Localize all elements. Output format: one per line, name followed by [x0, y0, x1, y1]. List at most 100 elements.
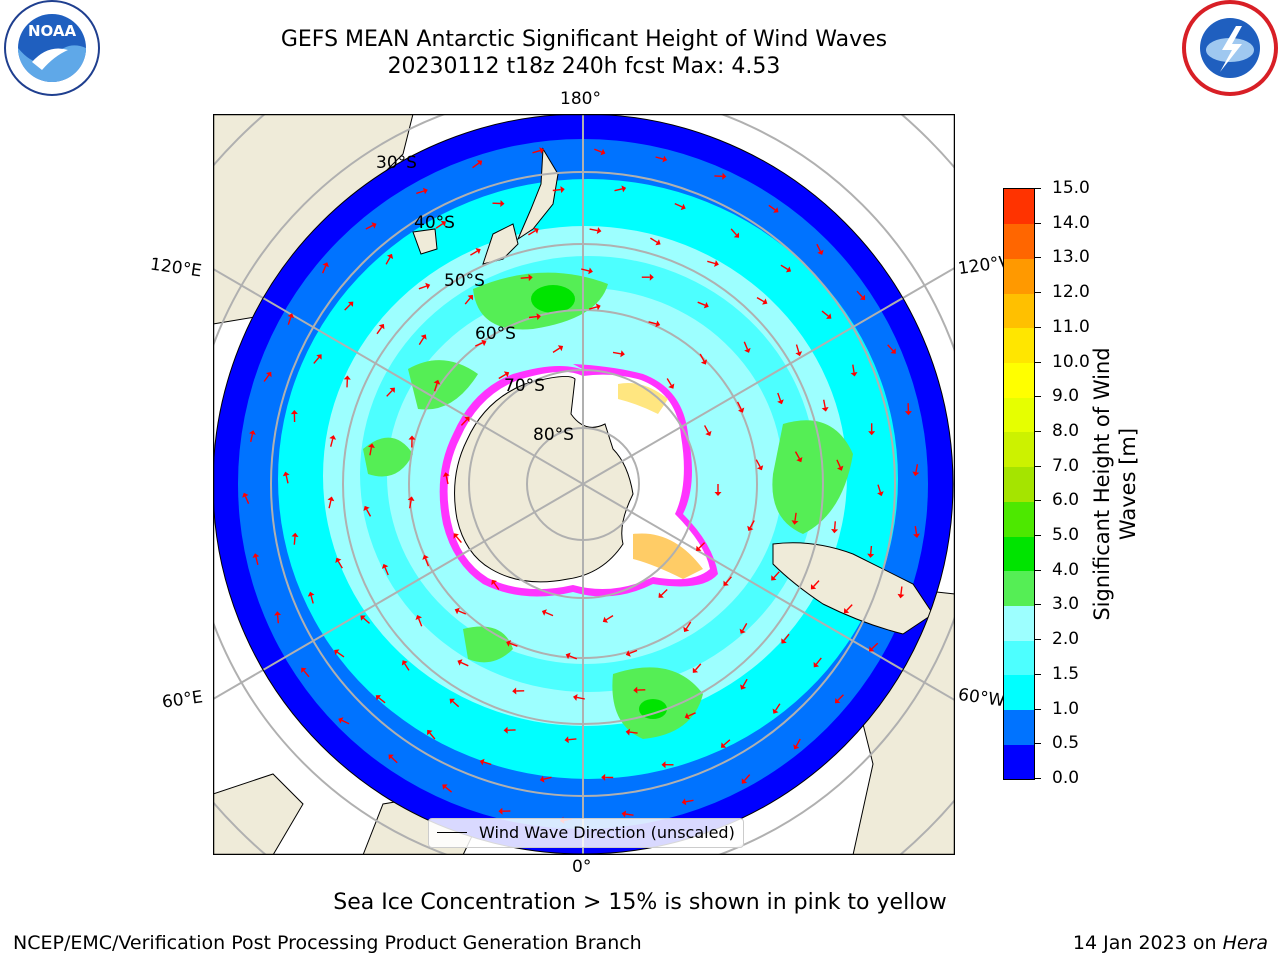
wave-direction-arrow	[871, 642, 879, 650]
wave-direction-arrowhead	[479, 758, 485, 766]
colorbar-tick-label: 11.0	[1052, 316, 1090, 337]
wave-direction-arrowhead	[427, 729, 433, 736]
wave-direction-arrowhead	[274, 611, 282, 616]
wave-direction-arrowhead	[791, 520, 799, 525]
map-title: GEFS MEAN Antarctic Significant Height o…	[280, 27, 888, 52]
wave-direction-arrowhead	[481, 339, 487, 347]
wave-direction-arrowhead	[301, 667, 307, 673]
wave-direction-arrow	[594, 148, 602, 153]
lon-label-60e: 60°E	[160, 687, 205, 713]
colorbar-segment	[1004, 501, 1034, 537]
lon-label-120w: 120°W	[956, 252, 1006, 280]
wave-direction-arrowhead	[595, 303, 601, 311]
wave-direction-arrow	[424, 558, 430, 567]
wave-direction-arrow	[581, 268, 590, 272]
wave-direction-arrowhead	[771, 575, 777, 581]
wave-direction-arrowhead	[600, 148, 606, 156]
wave-direction-arrowhead	[723, 580, 729, 586]
wave-direction-arrow	[244, 496, 250, 504]
wave-direction-arrowhead	[877, 491, 884, 497]
wave-direction-arrow	[418, 285, 427, 290]
wave-direction-arrow	[703, 425, 710, 433]
wave-direction-arrowhead	[378, 324, 385, 330]
wave-direction-arrow	[836, 459, 841, 468]
wave-direction-arrow	[694, 663, 702, 671]
wave-direction-arrowhead	[703, 302, 709, 309]
wave-direction-arrow	[685, 799, 694, 803]
wave-direction-arrow	[409, 500, 412, 509]
wave-direction-arrowhead	[680, 203, 686, 211]
wave-direction-arrow	[418, 337, 425, 345]
wave-direction-arrow	[552, 188, 561, 192]
wave-direction-arrowhead	[747, 525, 754, 531]
colorbar-tick-label: 1.5	[1052, 663, 1080, 684]
wave-direction-arrowhead	[868, 431, 876, 436]
wave-direction-arrowhead	[415, 615, 422, 620]
wave-direction-arrowhead	[625, 728, 631, 736]
colorbar-segment	[1004, 709, 1034, 745]
wave-direction-arrow	[498, 373, 507, 380]
wave-direction-arrow	[341, 719, 350, 725]
colorbar-tick-mark	[1034, 222, 1041, 224]
wave-direction-arrowhead	[442, 472, 450, 477]
graticule	[213, 114, 955, 855]
wave-direction-arrow	[384, 567, 389, 576]
colorbar-segment	[1004, 605, 1034, 641]
wave-direction-arrow	[293, 536, 296, 545]
wave-direction-arrowhead	[557, 345, 564, 352]
wave-direction-arrow	[310, 595, 314, 604]
wave-direction-arrow	[460, 419, 468, 426]
colorbar-tick-label: 6.0	[1052, 490, 1080, 511]
wave-direction-arrow	[730, 228, 737, 236]
noaa-logo: NOAA	[4, 0, 100, 96]
colorbar-segment	[1004, 744, 1034, 779]
wave-direction-arrow	[605, 615, 614, 621]
wave-direction-arrowhead	[560, 186, 565, 194]
wave-direction-arrowhead	[625, 650, 631, 657]
wave-direction-arrow	[321, 265, 327, 274]
colorbar-tick-mark	[1034, 430, 1041, 432]
wave-direction-arrowhead	[287, 313, 295, 319]
wave-direction-arrowhead	[781, 638, 787, 644]
wave-direction-arrowhead	[837, 465, 844, 471]
colorbar-tick-label: 15.0	[1052, 178, 1090, 198]
wave-direction-arrowhead	[329, 435, 337, 440]
wave-direction-arrowhead	[307, 591, 315, 597]
colorbar-segment	[1004, 189, 1034, 225]
wave-direction-arrow	[365, 224, 374, 230]
wave-direction-arrowhead	[655, 320, 661, 328]
wave-direction-arrow	[629, 649, 638, 655]
wave-direction-arrowhead	[425, 282, 431, 290]
footer-credit: NCEP/EMC/Verification Post Processing Pr…	[13, 932, 642, 954]
wave-direction-arrowhead	[457, 659, 463, 666]
wave-direction-arrowhead	[467, 294, 473, 301]
wave-direction-arrow	[363, 617, 370, 624]
wave-direction-arrow	[655, 156, 664, 160]
wave-direction-arrow	[429, 732, 436, 740]
wave-direction-arrow	[287, 316, 292, 325]
wave-direction-arrow	[795, 738, 801, 747]
noaa-logo-text: NOAA	[28, 22, 77, 40]
colorbar-tick-mark	[1034, 535, 1041, 537]
colorbar-tick-mark	[1034, 673, 1041, 675]
wave-direction-arrowhead	[389, 387, 395, 393]
wave-direction-arrowhead	[596, 227, 602, 234]
wave-direction-arrow	[464, 297, 471, 305]
wave-direction-arrowhead	[512, 687, 517, 695]
legend-label: Wind Wave Direction (unscaled)	[479, 823, 735, 842]
wave-direction-arrow	[493, 582, 500, 590]
wave-direction-arrowhead	[453, 533, 459, 539]
colorbar-tick-mark	[1034, 743, 1041, 745]
wave-direction-arrowhead	[744, 347, 751, 353]
wave-direction-arrowhead	[835, 698, 841, 704]
wave-direction-arrow	[285, 475, 289, 484]
wave-direction-arrowhead	[454, 607, 460, 615]
wave-direction-arrowhead	[506, 640, 512, 647]
wave-direction-arrow	[823, 399, 826, 408]
wave-direction-arrowhead	[733, 232, 739, 238]
wave-direction-arrowhead	[541, 609, 547, 616]
wave-direction-arrowhead	[564, 736, 569, 744]
wave-direction-arrow	[369, 447, 373, 456]
colorbar-segment	[1004, 327, 1034, 364]
wave-direction-arrow	[330, 438, 334, 447]
